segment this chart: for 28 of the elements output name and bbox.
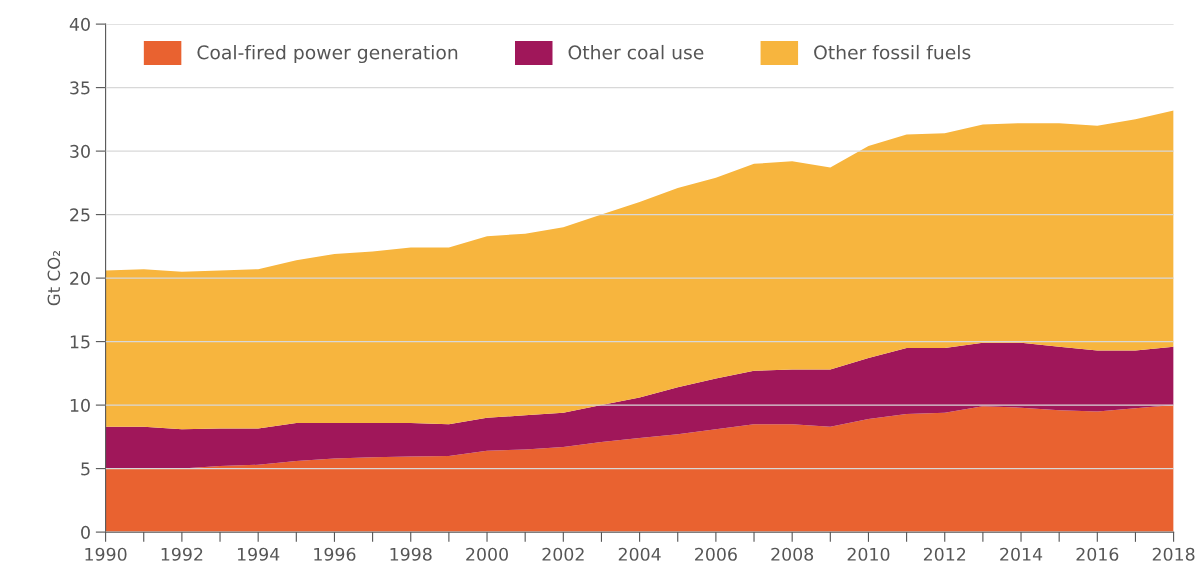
x-tick-label: 2006 [695, 547, 737, 561]
y-tick-label: 10 [70, 398, 90, 412]
legend-label: Other coal use [568, 44, 704, 60]
y-tick-label: 0 [81, 525, 90, 539]
x-tick-label: 1996 [314, 547, 356, 561]
legend-label: Other fossil fuels [814, 44, 971, 60]
y-tick-label: 25 [70, 208, 90, 222]
x-tick-label: 2014 [1000, 547, 1043, 561]
x-tick-label: 1998 [390, 547, 432, 561]
x-tick-label: 1992 [161, 547, 203, 561]
y-axis-title: Gt CO₂ [47, 251, 61, 306]
x-tick-label: 2012 [923, 547, 966, 561]
y-tick-label: 30 [70, 144, 90, 158]
y-tick-label: 5 [81, 462, 90, 476]
y-tick-label: 15 [70, 335, 90, 349]
x-tick-label: 2016 [1076, 547, 1119, 561]
legend-label: Coal-fired power generation [197, 44, 458, 64]
y-tick-label: 35 [70, 81, 90, 95]
x-tick-label: 2008 [771, 547, 814, 561]
x-tick-label: 2004 [618, 547, 661, 561]
x-tick-label: 2018 [1152, 547, 1195, 561]
y-tick-label: 20 [70, 271, 90, 285]
x-tick-label: 1994 [237, 547, 280, 561]
x-tick-label: 2010 [847, 547, 890, 561]
x-tick-label: 2002 [542, 547, 584, 561]
x-tick-label: 1990 [85, 547, 127, 561]
x-tick-label: 2000 [466, 547, 508, 561]
y-tick-label: 40 [69, 17, 90, 31]
